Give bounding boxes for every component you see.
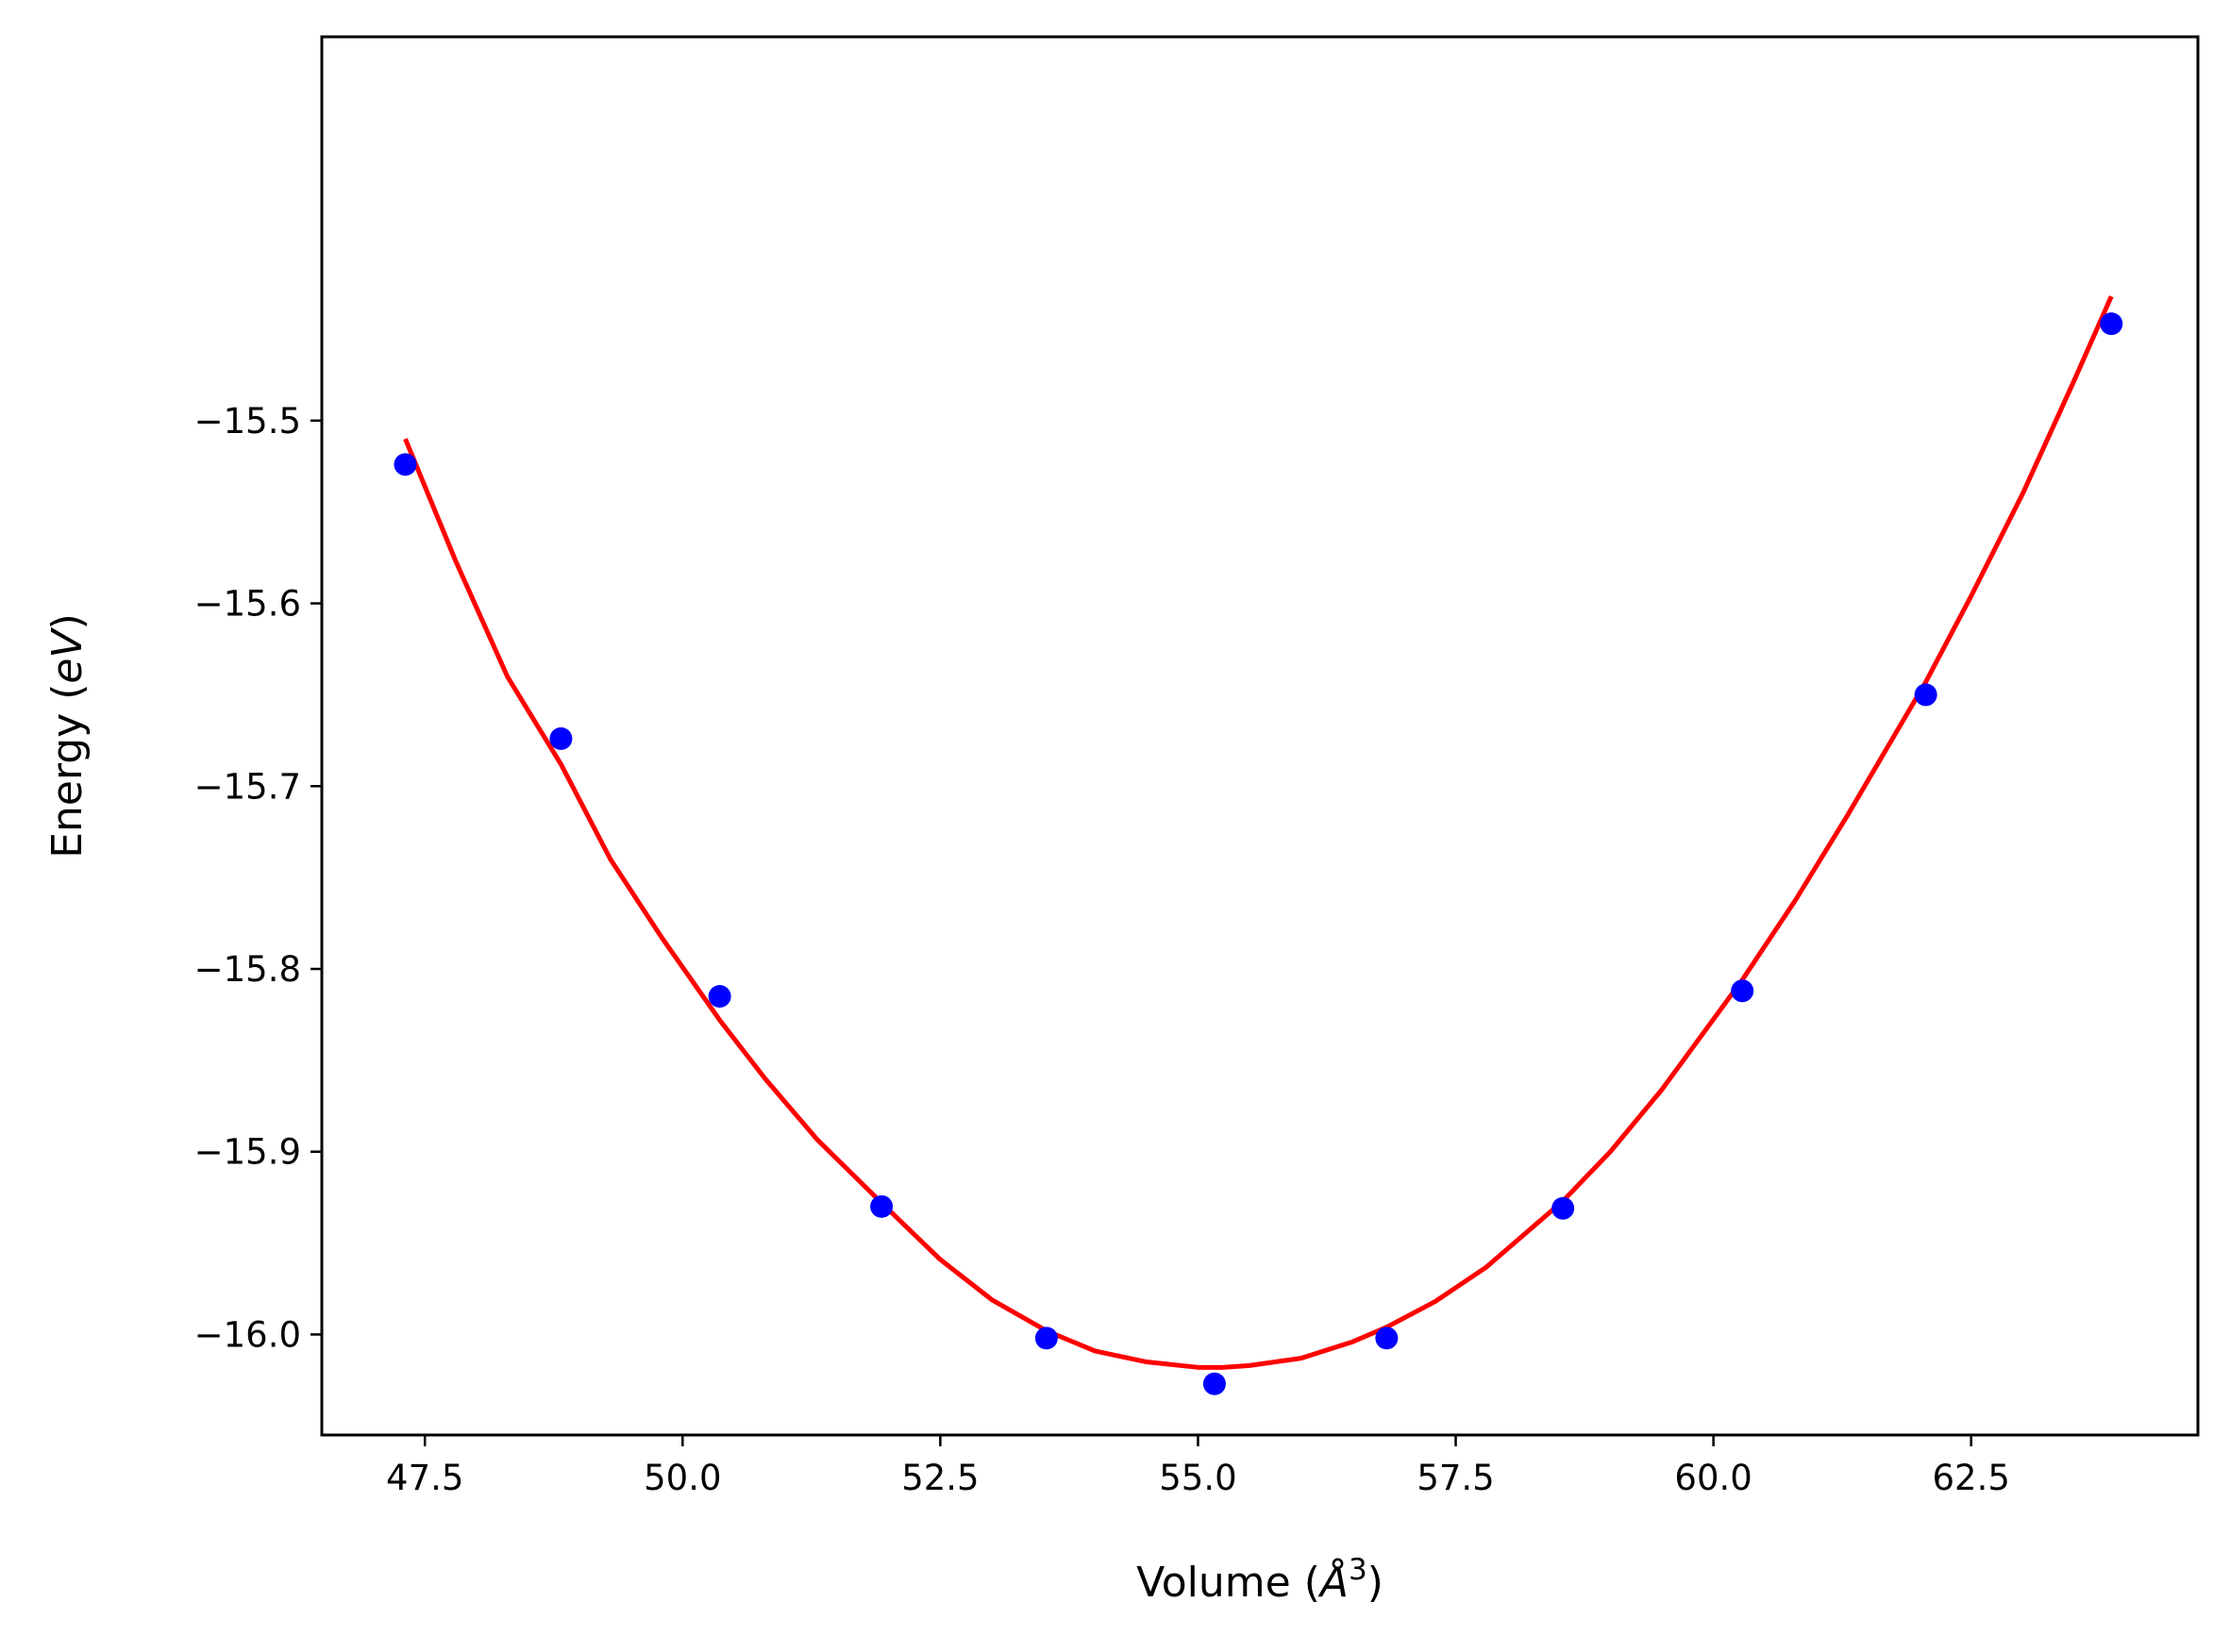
data-point bbox=[1202, 1372, 1226, 1395]
data-point bbox=[394, 453, 417, 476]
y-tick-label: −15.7 bbox=[194, 766, 301, 807]
x-tick-label: 52.5 bbox=[901, 1458, 979, 1498]
plot-layer bbox=[394, 295, 2123, 1395]
y-axis-label: Energy (eV) bbox=[43, 613, 92, 859]
y-tick-label: −16.0 bbox=[194, 1314, 301, 1355]
data-point bbox=[708, 985, 731, 1009]
y-tick-label: −15.5 bbox=[194, 401, 301, 442]
data-point bbox=[1731, 979, 1754, 1003]
data-point bbox=[1551, 1196, 1575, 1220]
x-axis-label: Volume (Å3) bbox=[1136, 1553, 1383, 1607]
x-tick-label: 62.5 bbox=[1932, 1458, 2009, 1498]
x-tick-label: 57.5 bbox=[1417, 1458, 1494, 1498]
y-axis-ticks: −15.5 −15.6 −15.7 −15.8 −15.9 −16.0 bbox=[194, 401, 322, 1355]
data-point bbox=[2100, 312, 2123, 336]
x-tick-label: 55.0 bbox=[1159, 1458, 1236, 1498]
y-tick-label: −15.9 bbox=[194, 1132, 301, 1173]
x-tick-label: 47.5 bbox=[386, 1458, 463, 1498]
data-point bbox=[549, 726, 573, 750]
x-tick-label: 50.0 bbox=[644, 1458, 721, 1498]
data-point bbox=[1914, 683, 1937, 707]
data-point bbox=[1034, 1327, 1058, 1350]
plot-frame bbox=[320, 35, 2200, 1437]
fit-curve-line bbox=[403, 295, 2114, 1370]
y-tick-label: −15.8 bbox=[194, 949, 301, 990]
y-tick-label: −15.6 bbox=[194, 584, 301, 625]
data-point bbox=[870, 1194, 894, 1218]
data-point bbox=[1375, 1327, 1399, 1350]
x-axis-ticks: 47.5 50.0 52.5 55.0 57.5 60.0 62.5 bbox=[386, 1435, 2010, 1498]
x-tick-label: 60.0 bbox=[1674, 1458, 1752, 1498]
